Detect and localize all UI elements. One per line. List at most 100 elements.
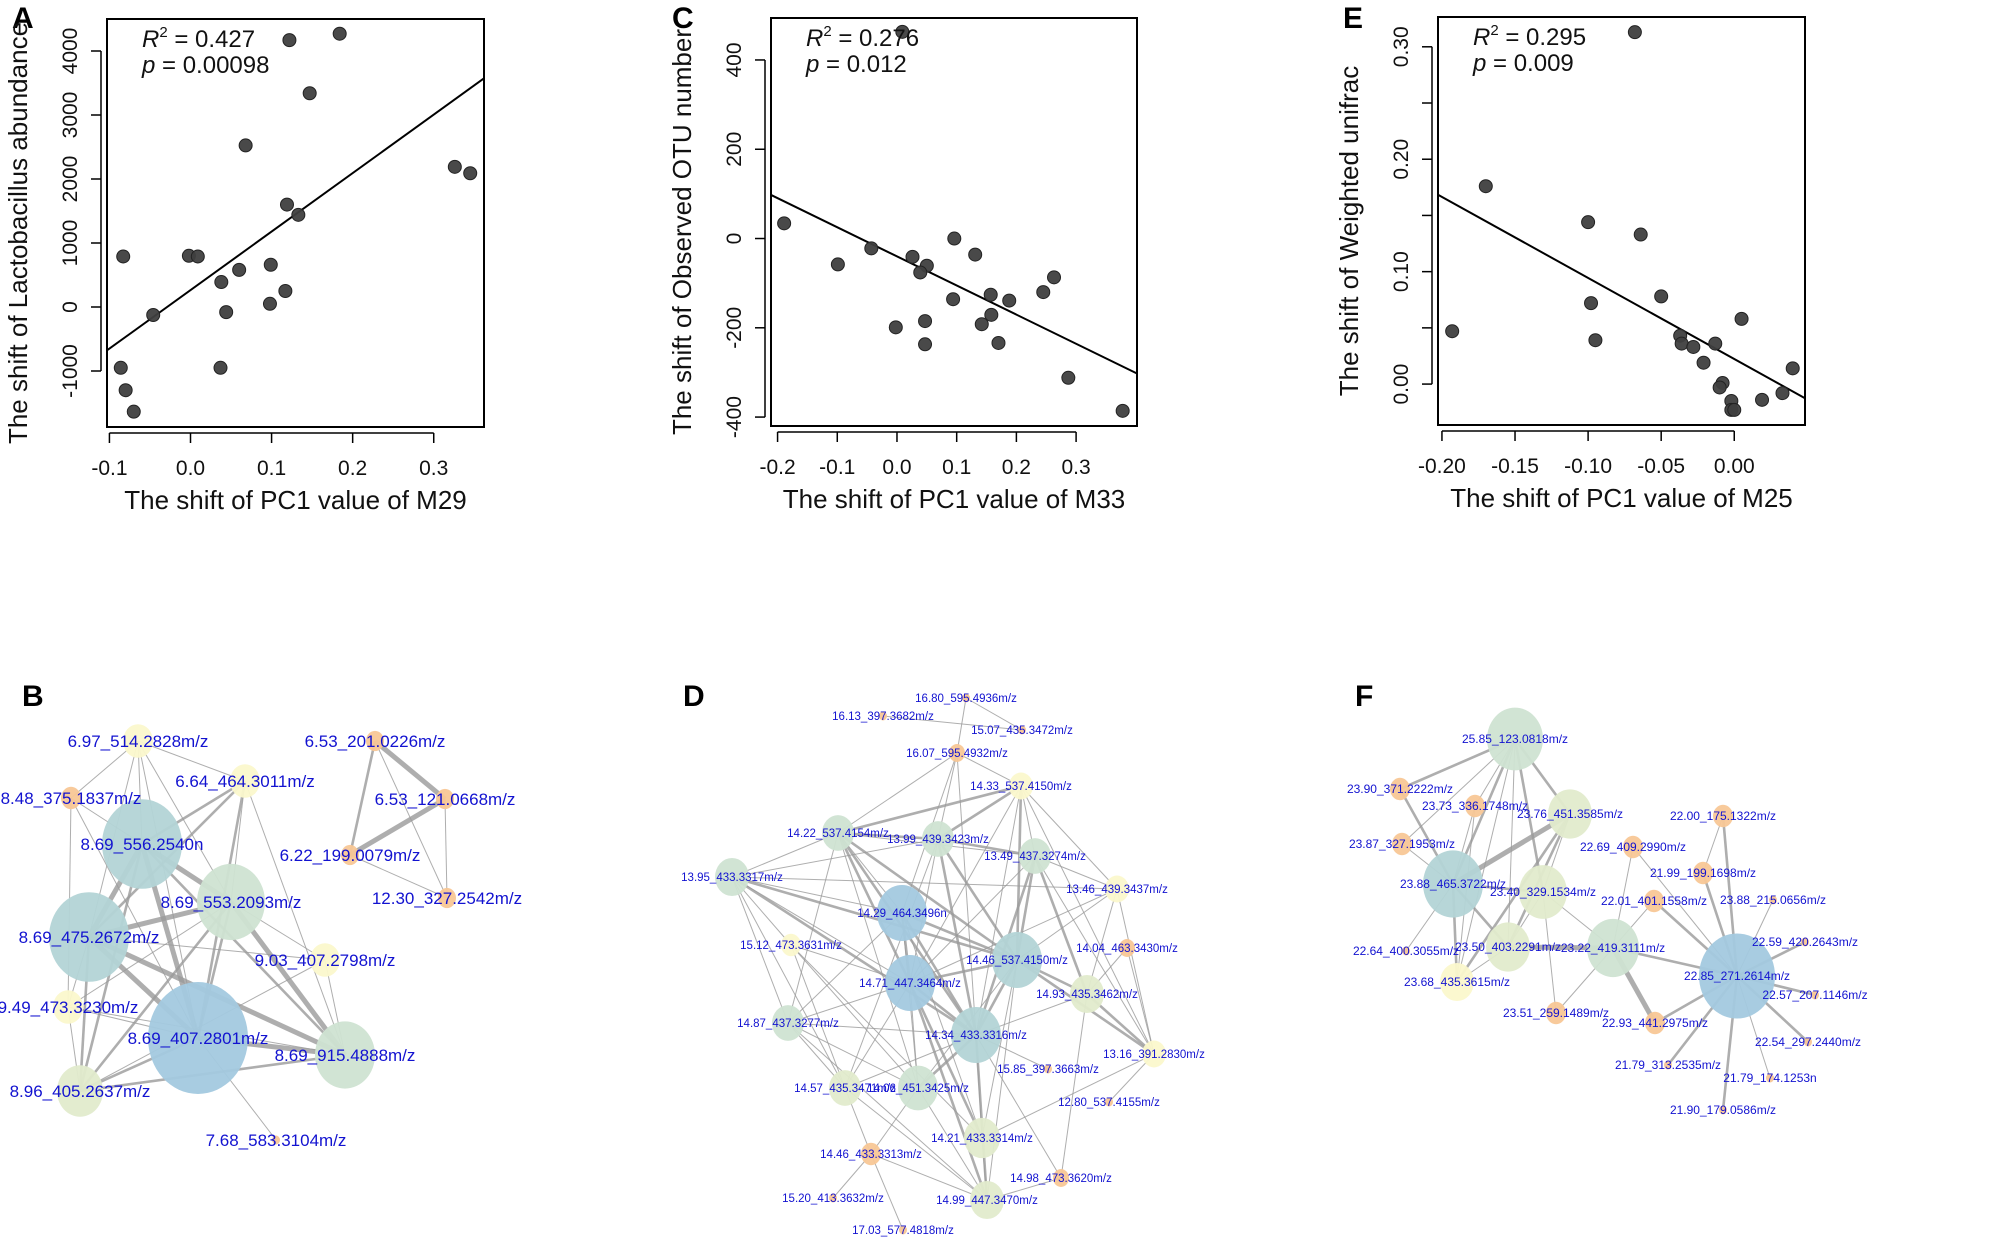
panel-letter: A [12,2,34,35]
data-point [1584,296,1599,311]
network-node [1487,707,1543,771]
network-edge [790,944,983,1139]
data-point [126,404,141,419]
network-node [53,990,83,1024]
network-edge [956,697,967,754]
node-label: 6.97_514.2828m/z [68,732,209,751]
x-tick-label: 0.2 [338,457,367,480]
network-node [1142,1040,1166,1068]
y-tick-label: -1000 [59,344,82,398]
data-point [913,265,928,280]
y-axis-title: The shift of Weighted unifrac [1334,66,1364,396]
data-point [262,296,277,311]
y-tick-label: 200 [723,132,746,167]
network-edge [870,1153,904,1231]
network-node [964,1117,1000,1159]
node-label: 14.33_537.4150m/z [970,781,1072,793]
network-node [1664,1060,1672,1070]
r-label: R [806,25,823,52]
node-label: 21.99_199.1698m/z [1650,866,1756,880]
y-tick-label: 0 [59,301,82,313]
network-node [1804,1037,1812,1047]
network-edge [1455,813,1572,983]
network-panel-b: B 6.97_514.2828m/z 8.48_375.1837m/z 6.64_46… [0,680,522,1150]
node-label: 22.01_401.1558m/z [1601,894,1707,908]
p-label: p [141,52,155,79]
data-point [113,360,128,375]
data-point [991,335,1006,350]
panel-letter: D [683,680,705,713]
network-node [715,857,749,897]
node-label: 14.87_437.3277m/z [737,1018,839,1030]
network-node [829,1070,861,1106]
data-point [1478,179,1493,194]
node-label: 15.12_473.3631m/z [740,940,842,952]
r-squared-text: R2 = 0.427 [142,24,255,53]
network-node [148,982,248,1094]
data-point [1445,324,1460,339]
network-edge [965,697,1023,731]
network-edge [244,780,346,1056]
plot-frame [1437,16,1806,426]
y-tick-label: 0.10 [1390,251,1413,292]
r-squared-value: = 0.276 [832,25,919,52]
data-point [282,33,297,48]
node-label: 13.49_437.3274m/z [984,851,1086,863]
data-point [983,287,998,302]
node-label: 9.03_407.2798m/z [255,951,396,970]
scatter-panel-e: E -0.20 -0.15 -0.10 -0.05 0.00 0.00 0.10 0.20 0.3… [1334,2,1806,513]
network-edge [908,982,984,1139]
node-label: 14.57_435.3471m/z [794,1083,896,1095]
network-node [366,730,384,752]
network-node [436,788,454,810]
network-nodes [49,724,456,1145]
network-edge [981,959,1018,1139]
node-label: 22.00_175.1322m/z [1670,809,1776,823]
y-axis-title: The shift of Lactobacillus abundance [3,22,33,444]
network-node [1623,835,1643,859]
p-label: p [805,51,819,78]
network-node [1018,725,1026,735]
x-tick-label: -0.05 [1637,455,1685,478]
node-label: 8.48_375.1837m/z [1,789,142,808]
y-tick-label: -200 [723,307,746,349]
network-labels: 25.85_123.0818m/z 23.90_371.2222m/z 23.73_… [1347,732,1868,1117]
network-node [898,1065,938,1111]
network-node [1766,1073,1774,1083]
r-squared-value: = 0.295 [1499,24,1586,51]
network-node [197,863,265,941]
panel-letter: E [1343,2,1363,35]
network-edge [787,1022,919,1089]
network-node [781,933,801,957]
y-tick-label: 1000 [59,220,82,267]
node-label: 22.54_297.2440m/z [1755,1035,1861,1049]
node-label: 22.57_207.1146m/z [1762,988,1867,1002]
data-point [1581,215,1596,230]
network-node [310,943,340,977]
data-point [918,314,933,329]
network-edge [137,740,246,782]
data-point [116,249,131,264]
network-node [885,955,935,1011]
regression-line [770,194,1138,375]
p-value: = 0.009 [1486,50,1573,77]
scatter-panel-c: C -0.2 -0.1 0.0 0.1 0.2 0.3 -400 -200 0 200 400 The … [667,2,1138,514]
regression-line [1437,193,1806,400]
data-point [190,249,205,264]
network-edge [1020,785,1118,890]
network-node [1486,922,1530,972]
panel-letter: B [22,680,44,713]
network-node [879,711,887,721]
data-point [1734,311,1749,326]
network-edge [731,876,903,914]
node-label: 22.85_271.2614m/z [1684,969,1790,983]
node-label: 23.88_215.0656m/z [1720,893,1826,907]
network-edge [986,959,1018,1201]
network-edge [844,838,939,1089]
network-node [341,844,359,866]
node-label: 23.73_336.1748m/z [1422,799,1528,813]
network-node [1519,865,1567,919]
network-edge [731,876,846,1089]
network-edge [937,837,1036,858]
network-edge [1456,738,1516,983]
